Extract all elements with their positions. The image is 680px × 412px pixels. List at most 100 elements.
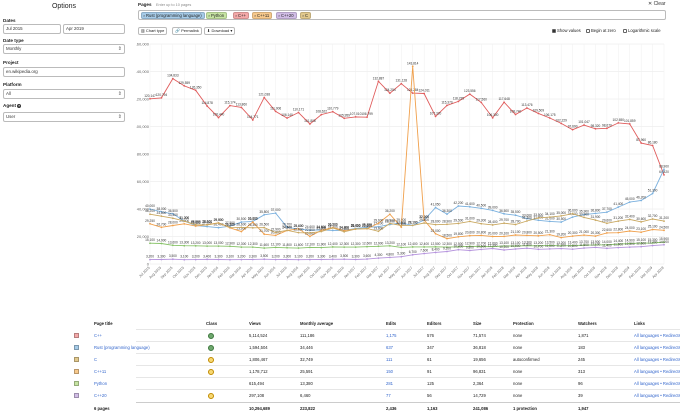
links-cell[interactable]: All languages • Redirects [634,357,680,362]
clear-button[interactable]: ✕ Clear [648,1,666,7]
class-badge [208,393,214,400]
start-date-input[interactable]: Jul 2015 [3,24,61,34]
page-title-link[interactable]: C++20 [94,393,107,398]
remove-tag-icon[interactable]: × [254,13,257,18]
data-point [446,237,448,240]
data-point [388,256,391,259]
data-point [320,258,323,261]
col-size[interactable]: Size [473,321,482,326]
data-label: 11,000 [545,244,555,248]
links-cell[interactable]: All languages • Redirects [634,381,680,386]
remove-tag-icon[interactable]: × [278,13,281,18]
edits-link[interactable]: 111 [386,357,393,362]
y-tick-label: 140,000 [136,69,150,74]
data-point [274,246,277,249]
data-point [263,226,266,229]
links-cell[interactable]: All languages • Redirects [634,393,680,398]
links-cell[interactable]: All languages • Redirects [634,345,680,350]
edits-link[interactable]: 150 [386,369,393,374]
edits-link[interactable]: 637 [386,345,393,350]
remove-tag-icon[interactable]: × [302,13,305,18]
remove-tag-icon[interactable]: × [208,13,211,18]
page-title-link[interactable]: C [94,357,98,362]
data-label: 13,100 [499,241,509,245]
data-point [514,245,517,247]
col-class[interactable]: Class [206,321,218,326]
x-tick-label: Sep 2015 [160,266,174,280]
data-point [320,246,323,249]
data-point [343,258,346,261]
data-point [331,246,334,248]
remove-tag-icon[interactable]: × [235,13,238,18]
platform-select[interactable]: All [3,89,125,99]
data-label: 26,600 [237,222,247,226]
col-monthly-average[interactable]: Monthly average [300,321,334,326]
page-title-link[interactable]: C++11 [94,369,107,374]
page-title-link[interactable]: Python [94,381,108,386]
edits-link[interactable]: 77 [386,393,391,398]
x-tick-label: May 2017 [388,266,402,280]
page-title-link[interactable]: C++ [94,333,102,338]
data-point [251,226,254,229]
agent-select[interactable]: User [3,112,125,122]
show-values-toggle[interactable]: Show values [552,28,581,33]
data-point [628,246,631,248]
col-protection[interactable]: Protection [513,321,534,326]
x-tick-label: Jun 2017 [400,266,413,279]
logarithmic-toggle[interactable]: Logarithmic scale [623,28,661,33]
data-label: 13,500 [545,240,555,244]
data-point [411,65,414,68]
end-date-input[interactable]: Apr 2019 [63,24,125,34]
edits-link[interactable]: 281 [386,381,393,386]
data-label: 118,235 [453,96,465,100]
remove-tag-icon[interactable]: × [143,13,146,18]
col-views[interactable]: Views [249,321,261,326]
page-title-link[interactable]: Rust (programming language) [94,345,150,350]
data-label: 12,400 [328,242,338,246]
checkbox-icon[interactable] [623,28,627,33]
links-cell[interactable]: All languages • Redirects [634,333,680,338]
page-tag[interactable]: × C++11 [252,12,273,19]
links-cell[interactable]: All languages • Redirects [634,369,680,374]
col-watchers[interactable]: Watchers [578,321,597,326]
data-point [468,245,471,248]
data-label: 13,200 [556,241,566,245]
data-label: 13,100 [511,241,521,245]
page-tag[interactable]: × C++20 [276,12,297,19]
col-editors[interactable]: Editors [427,321,442,326]
page-tag[interactable]: × C++ [233,12,249,19]
pages-input[interactable]: × Rust (programming language) × Python × C+… [138,10,666,20]
page-tag[interactable]: × C [300,12,312,19]
edits-link[interactable]: 1,175 [386,333,397,338]
project-input[interactable]: en.wikipedia.org [3,67,125,77]
data-label: 21,100 [511,230,521,234]
data-label: 5,300 [397,252,405,256]
checkbox-icon[interactable] [586,28,590,33]
assessment-icon [208,333,214,339]
data-label: 26,700 [157,222,167,226]
date-type-select[interactable]: Monthly [3,44,125,54]
chart-type-button[interactable]: ▥ Chart type [138,27,168,35]
data-label: 12,300 [248,242,258,246]
data-label: 35,500 [511,210,521,214]
data-point [251,258,254,261]
page-tag[interactable]: × Python [206,12,228,19]
data-label: 24,300 [339,226,349,230]
data-label: 45,000 [625,197,635,201]
data-point [571,128,574,131]
permalink-button[interactable]: 🔗 Permalink [172,27,202,35]
data-point [354,228,357,230]
data-label: 11,300 [488,243,498,247]
data-point [263,258,266,261]
checkbox-icon[interactable] [552,28,556,33]
data-point [548,244,551,247]
col-edits[interactable]: Edits [386,321,397,326]
data-point [240,230,243,233]
data-label: 46,200 [636,195,646,199]
download-button[interactable]: ⬇ Download ▾ [204,27,236,35]
data-label: 36,800 [591,208,601,212]
col-page-title[interactable]: Page title [94,321,113,326]
begin-at-zero-toggle[interactable]: Begin at zero [586,28,616,33]
page-tag[interactable]: × Rust (programming language) [141,12,205,19]
info-icon[interactable]: ? [17,103,22,108]
